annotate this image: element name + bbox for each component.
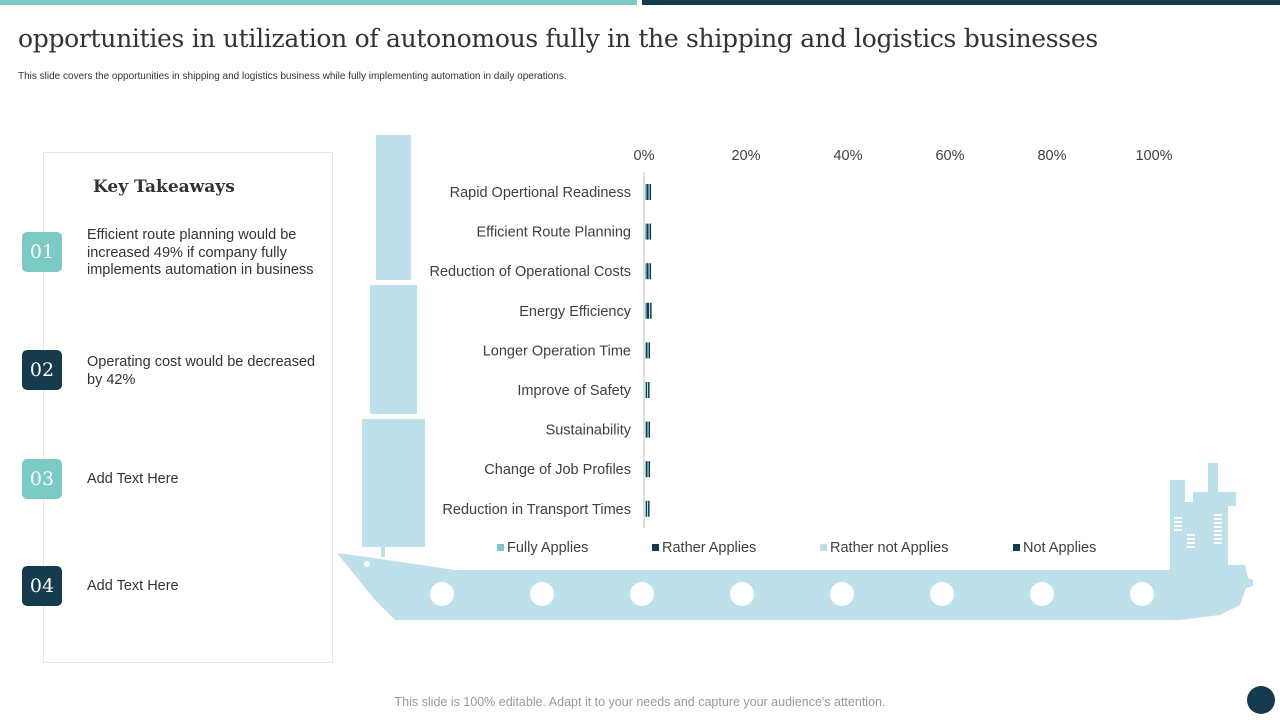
takeaway-text-4: Add Text Here: [87, 578, 179, 594]
category-label: Reduction in Transport Times: [442, 502, 631, 518]
bar-segment: [648, 421, 651, 438]
key-takeaways-heading: Key Takeaways: [93, 177, 235, 197]
footer-note: This slide is 100% editable. Adapt it to…: [394, 695, 886, 709]
bar-segment: [646, 382, 648, 398]
takeaway-badge-1: 01: [22, 232, 62, 272]
bar-segment: [645, 342, 647, 359]
bar-segment: [646, 500, 648, 517]
bar-segment: [645, 223, 647, 240]
bar-segment: [649, 263, 652, 280]
bar-segment: [648, 461, 651, 478]
x-tick-label: 60%: [935, 148, 964, 164]
bar-segment: [645, 382, 647, 398]
corner-dot: [1247, 686, 1275, 714]
bar-segment: [647, 461, 650, 478]
x-tick-label: 40%: [833, 148, 862, 164]
bar-segment: [646, 302, 650, 319]
takeaway-badge-4: 04: [22, 566, 62, 606]
category-label: Improve of Safety: [517, 383, 631, 399]
x-tick-label: 80%: [1037, 148, 1066, 164]
bar-segment: [647, 342, 650, 359]
bar-segment: [648, 263, 651, 280]
top-accent-bar-left: [0, 0, 637, 5]
bar-segment: [646, 461, 648, 478]
takeaway-text-2: Operating cost would be decreased by 42%: [87, 354, 316, 388]
legend-label: Rather Applies: [662, 540, 756, 556]
bar-segment: [647, 382, 649, 398]
category-label: Sustainability: [546, 423, 632, 439]
page-subtitle: This slide covers the opportunities in s…: [18, 71, 567, 82]
bar-segment: [645, 500, 647, 517]
bar-segment: [649, 184, 652, 200]
bar-segment: [645, 263, 647, 280]
top-accent-bar-right: [642, 0, 1280, 5]
bar-segment: [645, 421, 647, 438]
takeaway-badge-3: 03: [22, 459, 62, 499]
category-label: Reduction of Operational Costs: [430, 264, 632, 280]
bar-segment: [648, 184, 651, 200]
legend-swatch: [497, 544, 504, 551]
bar-segment: [648, 500, 650, 517]
bar-segment: [649, 223, 652, 240]
takeaway-badge-2: 02: [22, 350, 62, 390]
takeaway-text-1: Efficient route planning would be increa…: [87, 227, 314, 278]
bar-segment: [650, 302, 652, 319]
legend-label: Fully Applies: [507, 540, 588, 556]
x-tick-label: 20%: [731, 148, 760, 164]
page-title: opportunities in utilization of autonomo…: [18, 24, 1098, 53]
ship-illustration: [337, 135, 1253, 620]
legend-swatch: [820, 544, 827, 551]
legend-swatch: [652, 544, 659, 551]
key-takeaways-panel: [43, 152, 333, 663]
bar-segment: [646, 223, 649, 240]
bar-segment: [645, 302, 647, 319]
bar-segment: [646, 342, 648, 359]
bar-segment: [647, 500, 649, 517]
bar-segment: [645, 461, 647, 478]
bar-segment: [647, 421, 650, 438]
x-tick-label: 100%: [1135, 148, 1172, 164]
legend-label: Not Applies: [1023, 540, 1096, 556]
bar-segment: [646, 421, 648, 438]
category-label: Energy Efficiency: [519, 304, 632, 320]
takeaway-text-3: Add Text Here: [87, 471, 179, 487]
legend-label: Rather not Applies: [830, 540, 949, 556]
bar-segment: [648, 223, 651, 240]
bar-segment: [649, 302, 651, 319]
bar-segment: [648, 382, 650, 398]
bar-segment: [646, 263, 649, 280]
x-tick-label: 0%: [634, 148, 655, 164]
category-label: Longer Operation Time: [483, 343, 631, 359]
bar-segment: [648, 342, 651, 359]
bar-segment: [645, 184, 647, 200]
category-label: Change of Job Profiles: [484, 462, 631, 478]
category-label: Efficient Route Planning: [476, 225, 631, 241]
legend-swatch: [1013, 544, 1020, 551]
category-label: Rapid Opertional Readiness: [450, 185, 631, 201]
bar-segment: [646, 184, 649, 200]
